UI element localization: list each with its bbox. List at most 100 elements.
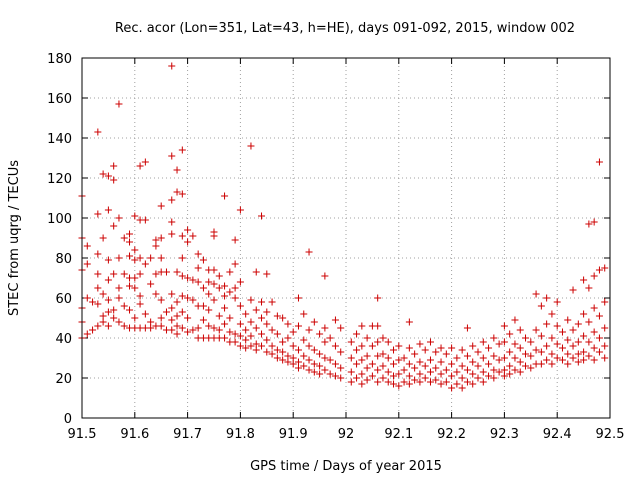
data-point (522, 362, 530, 370)
data-point (595, 334, 603, 342)
data-point (104, 296, 112, 304)
data-point (522, 350, 530, 358)
data-point (543, 294, 551, 302)
x-tick-label: 92.4 (543, 427, 572, 442)
data-point (83, 330, 91, 338)
data-point (131, 212, 139, 220)
data-point (527, 338, 535, 346)
x-tick-label: 92.1 (384, 427, 413, 442)
data-point (168, 326, 176, 334)
data-point (310, 346, 318, 354)
data-point (263, 270, 271, 278)
data-point (363, 334, 371, 342)
data-point (289, 354, 297, 362)
data-point (532, 290, 540, 298)
data-point (99, 312, 107, 320)
data-point (437, 380, 445, 388)
data-point (384, 338, 392, 346)
data-point (379, 350, 387, 358)
y-tick-label: 120 (47, 172, 72, 187)
data-point (416, 340, 424, 348)
data-point (236, 206, 244, 214)
data-point (500, 372, 508, 380)
data-point (432, 376, 440, 384)
data-point (543, 356, 551, 364)
data-point (173, 298, 181, 306)
data-point (553, 340, 561, 348)
data-point (458, 362, 466, 370)
data-point (236, 302, 244, 310)
y-tick-label: 100 (47, 212, 72, 227)
data-point (316, 370, 324, 378)
data-point (141, 158, 149, 166)
data-point (368, 360, 376, 368)
data-point (490, 374, 498, 382)
data-point (268, 350, 276, 358)
data-point (210, 266, 218, 274)
data-point (358, 322, 366, 330)
data-point (147, 324, 155, 332)
data-point (221, 320, 229, 328)
data-point (305, 248, 313, 256)
data-point (294, 346, 302, 354)
data-point (152, 242, 160, 250)
data-point (236, 342, 244, 350)
data-point (178, 308, 186, 316)
data-point (448, 344, 456, 352)
data-point (194, 278, 202, 286)
data-point (178, 254, 186, 262)
data-point (199, 302, 207, 310)
data-point (432, 364, 440, 372)
data-point (152, 270, 160, 278)
data-point (173, 268, 181, 276)
data-point (585, 318, 593, 326)
data-point (199, 256, 207, 264)
data-point (226, 268, 234, 276)
data-point (453, 380, 461, 388)
data-point (168, 304, 176, 312)
data-point (316, 350, 324, 358)
data-point (485, 360, 493, 368)
data-point (131, 284, 139, 292)
data-point (289, 328, 297, 336)
data-point (294, 294, 302, 302)
data-point (242, 344, 250, 352)
data-point (326, 356, 334, 364)
data-point (437, 370, 445, 378)
data-point (506, 362, 514, 370)
data-point (442, 350, 450, 358)
data-point (189, 326, 197, 334)
data-point (178, 324, 186, 332)
data-point (205, 322, 213, 330)
data-point (194, 250, 202, 258)
data-point (331, 342, 339, 350)
data-point (390, 372, 398, 380)
data-point (432, 348, 440, 356)
data-point (305, 356, 313, 364)
data-point (120, 322, 128, 330)
y-tick-label: 60 (55, 292, 72, 307)
data-point (416, 358, 424, 366)
data-point (284, 352, 292, 360)
data-point (500, 366, 508, 374)
y-tick-label: 160 (47, 92, 72, 107)
data-point (205, 306, 213, 314)
data-point (400, 378, 408, 386)
data-point (258, 212, 266, 220)
data-point (522, 334, 530, 342)
y-tick-label: 80 (55, 252, 72, 267)
data-point (310, 368, 318, 376)
data-point (353, 330, 361, 338)
data-point (141, 310, 149, 318)
data-point (347, 378, 355, 386)
data-point (558, 356, 566, 364)
data-point (453, 368, 461, 376)
data-point (231, 330, 239, 338)
data-point (252, 340, 260, 348)
data-point (247, 142, 255, 150)
data-point (126, 230, 134, 238)
data-point (126, 306, 134, 314)
data-point (363, 376, 371, 384)
data-point (347, 368, 355, 376)
data-point (89, 298, 97, 306)
